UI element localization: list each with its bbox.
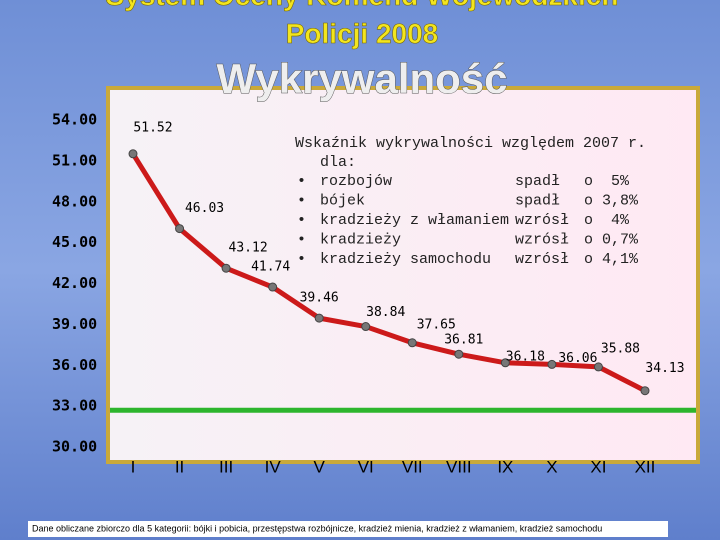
bullet: • xyxy=(297,192,306,209)
data-label: 36.81 xyxy=(444,333,483,348)
bullet: • xyxy=(297,231,306,248)
annotation-heading: Wskaźnik wykrywalności względem 2007 r. xyxy=(295,135,646,152)
title-text: System Oceny Komend WojewódzkichPolicji … xyxy=(106,0,619,49)
data-label: 41.74 xyxy=(251,260,290,275)
y-tick-label: 36.00 xyxy=(52,356,97,374)
data-label: 35.88 xyxy=(601,341,640,356)
marker xyxy=(221,263,231,273)
bullet: • xyxy=(297,173,306,190)
marker xyxy=(128,149,138,159)
y-tick-label: 42.00 xyxy=(52,274,97,292)
x-tick-label: VI xyxy=(358,457,374,476)
x-tick-label: VII xyxy=(402,457,423,476)
x-tick-label: IV xyxy=(265,457,282,476)
x-tick-label: IX xyxy=(497,457,513,476)
annotation-amount: o 4% xyxy=(584,212,630,229)
annotation-amount: o 4,1% xyxy=(584,251,639,268)
marker xyxy=(268,282,278,292)
data-label: 34.13 xyxy=(645,361,684,376)
marker xyxy=(593,362,603,372)
series-line xyxy=(130,152,647,393)
marker xyxy=(175,224,185,234)
annotation-change: spadł xyxy=(515,173,560,190)
data-label: 37.65 xyxy=(417,317,456,332)
y-tick-label: 33.00 xyxy=(52,397,97,415)
bullet: • xyxy=(297,251,306,268)
data-label: 36.06 xyxy=(558,351,597,366)
y-tick-label: 48.00 xyxy=(52,192,97,210)
y-tick-label: 39.00 xyxy=(52,315,97,333)
marker xyxy=(454,349,464,359)
bullet: • xyxy=(297,212,306,229)
x-tick-label: XI xyxy=(590,457,606,476)
x-tick-label: VIII xyxy=(446,457,472,476)
annotation-item: bójek xyxy=(320,192,365,209)
marker xyxy=(314,313,324,323)
annotation-change: wzrósł xyxy=(515,212,569,229)
marker xyxy=(407,338,417,348)
annotation-item: kradzieży z włamaniem xyxy=(320,212,509,229)
data-label: 39.46 xyxy=(300,291,339,306)
annotation-change: wzrósł xyxy=(515,231,569,248)
subtitle: Wykrywalność xyxy=(216,55,507,102)
y-tick-label: 45.00 xyxy=(52,233,97,251)
x-tick-label: II xyxy=(175,457,184,476)
annotation-amount: o 5% xyxy=(584,173,630,190)
plot-area xyxy=(106,86,700,464)
marker xyxy=(361,322,371,332)
marker xyxy=(500,358,510,368)
x-tick-label: V xyxy=(314,457,326,476)
annotation-item: kradzieży xyxy=(320,231,401,248)
x-tick-label: XII xyxy=(635,457,656,476)
annotation-amount: o 0,7% xyxy=(584,231,639,248)
annotation-change: wzrósł xyxy=(515,251,569,268)
data-label: 51.52 xyxy=(133,120,172,135)
x-tick-label: X xyxy=(546,457,557,476)
data-label: 46.03 xyxy=(185,201,224,216)
marker xyxy=(547,359,557,369)
data-label: 38.84 xyxy=(366,305,405,320)
data-label: 36.18 xyxy=(506,349,545,364)
marker xyxy=(640,386,650,396)
annotation-change: spadł xyxy=(515,192,560,209)
data-label: 43.12 xyxy=(229,241,268,256)
x-tick-label: III xyxy=(219,457,233,476)
y-tick-label: 51.00 xyxy=(52,151,97,169)
x-tick-label: I xyxy=(131,457,136,476)
annotation-item: rozbojów xyxy=(320,173,392,190)
y-tick-label: 54.00 xyxy=(52,111,97,129)
annotation-item: kradzieży samochodu xyxy=(320,251,491,268)
y-tick-label: 30.00 xyxy=(52,438,97,456)
footnote-box xyxy=(28,521,668,537)
annotation-heading: dla: xyxy=(320,154,356,171)
footnote: Dane obliczane zbiorczo dla 5 kategorii:… xyxy=(32,523,602,533)
annotation-amount: o 3,8% xyxy=(584,192,639,209)
title: System Oceny Komend WojewódzkichPolicji … xyxy=(105,0,619,50)
